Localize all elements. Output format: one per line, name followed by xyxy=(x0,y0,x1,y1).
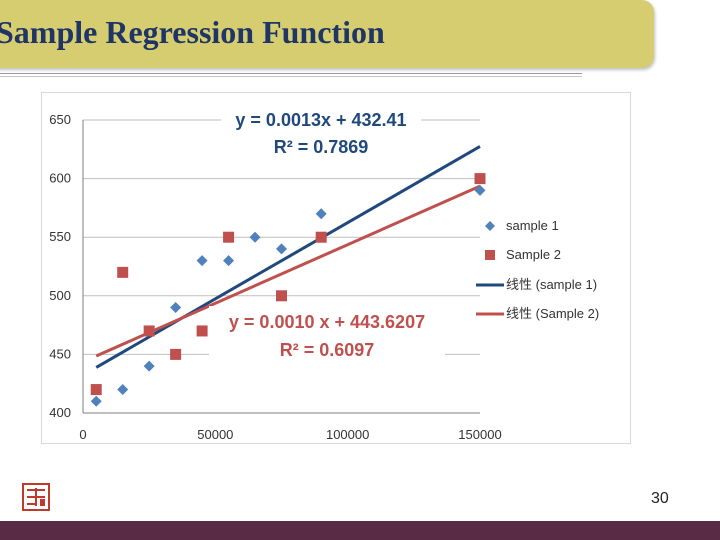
series-2-point xyxy=(90,384,102,396)
x-tick-label: 150000 xyxy=(458,427,501,442)
x-tick-label: 0 xyxy=(79,427,86,442)
r-squared-1: R² = 0.7869 xyxy=(274,137,369,157)
r-squared-2: R² = 0.6097 xyxy=(280,340,375,360)
legend-marker-2 xyxy=(485,250,495,260)
series-2-point xyxy=(315,231,327,243)
x-tick-label: 100000 xyxy=(326,427,369,442)
equation-2-background xyxy=(209,306,445,364)
series-2-point xyxy=(117,266,129,278)
title-divider xyxy=(0,73,582,74)
series-2-point xyxy=(170,348,182,360)
series-1-point xyxy=(249,231,261,243)
x-tick-label: 50000 xyxy=(197,427,233,442)
series-1-point xyxy=(117,384,129,396)
legend-label-3: 线性 (sample 1) xyxy=(506,277,597,292)
y-tick-label: 650 xyxy=(49,112,71,127)
equation-2: y = 0.0010 x + 443.6207 xyxy=(229,312,425,332)
series-1-point xyxy=(170,302,182,314)
equation-1-background xyxy=(221,104,421,162)
series-1-point xyxy=(276,243,287,255)
legend-label-4: 线性 (Sample 2) xyxy=(506,306,599,321)
series-2-point xyxy=(196,325,208,337)
axes: 400 450 500 550 600 650 0 50000 100000 150000 xyxy=(49,112,501,442)
slide-title: Sample Regression Function xyxy=(0,14,385,50)
annotations: y = 0.0013x + 432.41 R² = 0.7869 y = 0.001… xyxy=(209,104,445,364)
legend-marker-1 xyxy=(485,221,495,231)
trendlines xyxy=(95,145,481,369)
series-1-point xyxy=(143,360,155,372)
regression-chart: 400 450 500 550 600 650 0 50000 100000 150000 y =… xyxy=(41,92,631,444)
title-divider-secondary xyxy=(0,76,582,77)
series-1-point xyxy=(90,395,102,407)
y-tick-label: 400 xyxy=(49,405,71,420)
chart-frame xyxy=(41,92,631,444)
trendline-1 xyxy=(95,145,481,369)
y-tick-label: 500 xyxy=(49,288,71,303)
series-2-point xyxy=(276,290,287,302)
series-2-point xyxy=(223,231,235,243)
footer-bar xyxy=(0,521,720,540)
y-tick-label: 450 xyxy=(49,346,71,361)
series-1-point xyxy=(196,255,208,267)
series-2-point xyxy=(474,173,486,185)
data-points xyxy=(90,173,486,407)
series-1-point xyxy=(474,184,486,196)
series-1-point xyxy=(223,255,235,267)
y-tick-label: 550 xyxy=(49,229,71,244)
y-tick-label: 600 xyxy=(49,171,71,186)
university-seal-logo xyxy=(22,483,50,511)
chart-svg: 400 450 500 550 600 650 0 50000 100000 150000 y =… xyxy=(41,92,631,444)
series-1-point xyxy=(315,208,327,220)
legend-label-2: Sample 2 xyxy=(506,247,561,262)
series-2-point xyxy=(143,325,155,337)
title-bar: Sample Regression Function xyxy=(0,0,654,68)
trendline-2 xyxy=(95,184,481,358)
page-number: 30 xyxy=(651,490,669,507)
legend: sample 1 Sample 2 线性 (sample 1) 线性 (Sample … xyxy=(476,218,599,321)
legend-label-1: sample 1 xyxy=(506,218,559,233)
equation-1: y = 0.0013x + 432.41 xyxy=(235,110,406,130)
